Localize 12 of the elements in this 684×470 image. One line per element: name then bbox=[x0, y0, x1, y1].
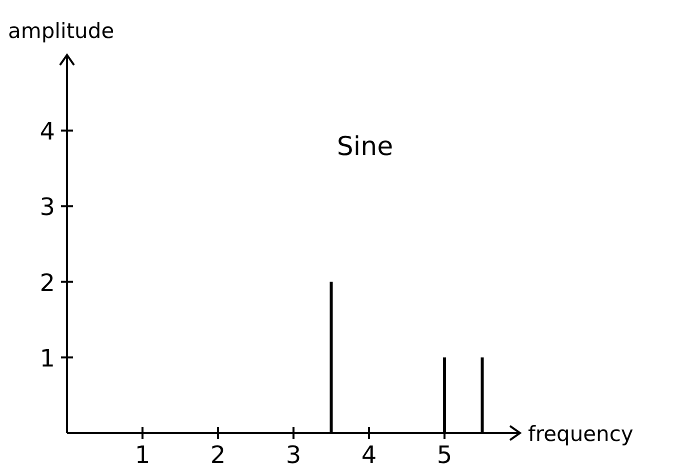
x-axis-title: frequency bbox=[528, 422, 634, 446]
text: Sine bbox=[336, 132, 394, 162]
x-tick-label: 5 bbox=[436, 441, 452, 469]
x-tick-label: 3 bbox=[286, 441, 302, 469]
y-tick-label: 4 bbox=[40, 118, 55, 146]
y-tick-label: 2 bbox=[40, 268, 55, 297]
x-tick-label: 4 bbox=[361, 441, 377, 469]
y-axis-title: amplitude bbox=[8, 19, 114, 43]
y-tick-label: 1 bbox=[40, 344, 55, 372]
x-tick-label: 1 bbox=[134, 441, 150, 469]
x-tick-label: 2 bbox=[210, 441, 226, 469]
y-tick-label: 3 bbox=[40, 193, 55, 222]
